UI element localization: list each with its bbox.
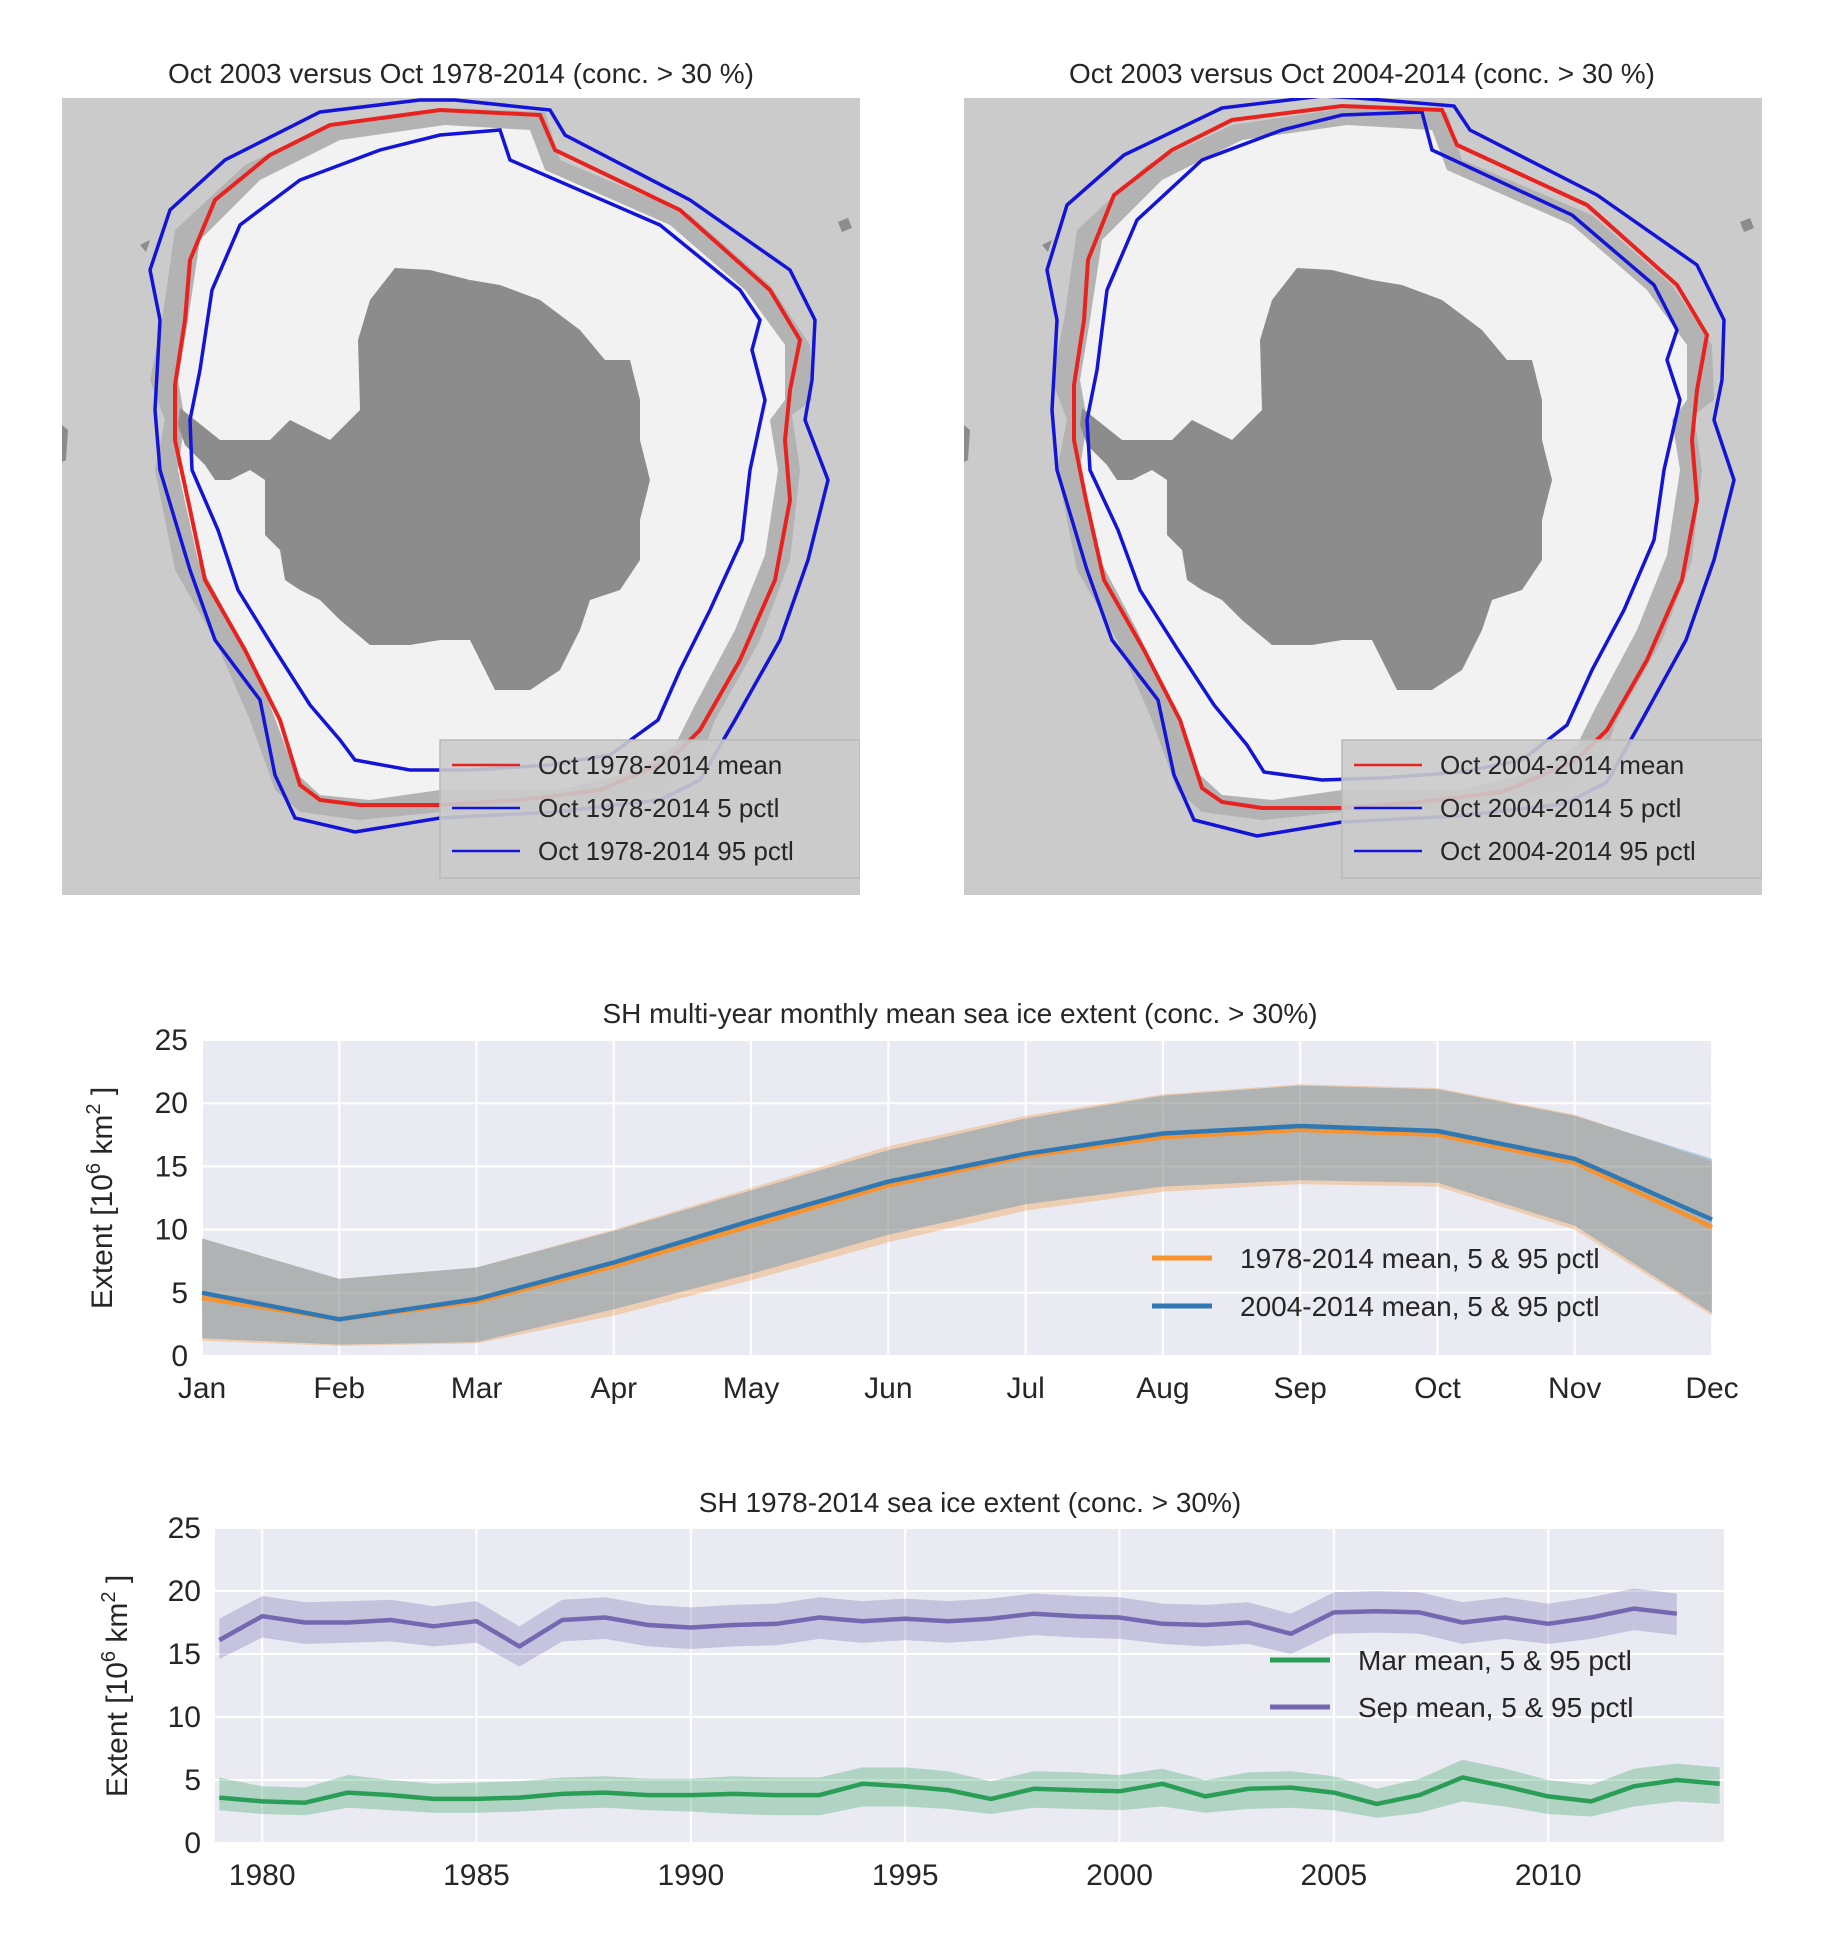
y-tick-labels: 0 5 10 15 20 25 [168,1512,201,1860]
x-tick-label: Jan [178,1372,226,1405]
legend-pctl5-label: Oct 2004-2014 5 pctl [1440,793,1681,823]
legend-label: Sep mean, 5 & 95 pctl [1358,1692,1634,1723]
map-panel-1978-2014: Oct 2003 versus Oct 1978-2014 (conc. > 3… [62,58,860,895]
chart-title: SH multi-year monthly mean sea ice exten… [602,998,1317,1029]
x-tick-label: Jun [864,1372,912,1405]
x-tick-label: Mar [451,1372,503,1405]
y-tick-label: 0 [184,1827,201,1860]
island-left [62,425,68,462]
plot-area [215,1528,1724,1843]
island-right [1740,218,1754,232]
map-title: Oct 2003 versus Oct 1978-2014 (conc. > 3… [168,58,754,89]
band-green [219,1759,1720,1818]
x-tick-label: 1995 [872,1859,939,1892]
x-tick-label: 2005 [1301,1859,1368,1892]
x-tick-label: 1980 [229,1859,296,1892]
antarctica-land [178,268,650,690]
y-tick-label: 5 [171,1277,188,1310]
x-tick-label: Dec [1685,1372,1738,1405]
x-tick-labels: Jan Feb Mar Apr May Jun Jul Aug Sep Oct Nov Dec [178,1372,1739,1405]
island-small [140,240,150,252]
y-tick-label: 10 [155,1214,188,1247]
percentile-bands [202,1084,1712,1346]
y-tick-label: 0 [171,1340,188,1373]
x-tick-label: Feb [313,1372,365,1405]
y-axis-label: Extent [106 km2 ] [98,1575,134,1797]
x-tick-label: Apr [590,1372,637,1405]
yearly-extent-chart: SH 1978-2014 sea ice extent (conc. > 30%… [98,1487,1724,1892]
y-tick-label: 15 [168,1638,201,1671]
x-tick-label: 1990 [657,1859,724,1892]
band-purple [219,1588,1677,1667]
x-tick-label: Aug [1136,1372,1189,1405]
legend: Mar mean, 5 & 95 pctl Sep mean, 5 & 95 pc… [1270,1645,1634,1723]
legend-pctl95-label: Oct 2004-2014 95 pctl [1440,836,1696,866]
legend-pctl5-label: Oct 1978-2014 5 pctl [538,793,779,823]
y-tick-label: 5 [184,1764,201,1797]
antarctica-land [1080,268,1552,690]
x-tick-label: Nov [1548,1372,1601,1405]
legend-mean-label: Oct 2004-2014 mean [1440,750,1684,780]
grid [215,1527,1724,1844]
mean-lines [201,1123,1713,1322]
legend-pctl95-label: Oct 1978-2014 95 pctl [538,836,794,866]
x-tick-label: Jul [1006,1372,1044,1405]
y-tick-label: 25 [168,1512,201,1545]
mean-lines [218,1606,1720,1807]
map-title: Oct 2003 versus Oct 2004-2014 (conc. > 3… [1069,58,1655,89]
grid [201,1039,1713,1357]
chart-title: SH 1978-2014 sea ice extent (conc. > 30%… [699,1487,1241,1518]
y-tick-label: 10 [168,1701,201,1734]
x-tick-labels: 1980 1985 1990 1995 2000 2005 2010 [229,1859,1582,1892]
x-tick-label: 2010 [1515,1859,1582,1892]
island-small [1042,240,1052,252]
x-tick-label: May [723,1372,780,1405]
y-tick-label: 15 [155,1150,188,1183]
y-axis-label: Extent [106 km2 ] [83,1087,119,1309]
x-tick-label: Oct [1414,1372,1461,1405]
legend-label: Mar mean, 5 & 95 pctl [1358,1645,1632,1676]
band-blue [202,1085,1712,1345]
y-tick-label: 25 [155,1024,188,1057]
map-legend: Oct 1978-2014 mean Oct 1978-2014 5 pctl … [439,739,860,879]
mean-line-purple [218,1606,1678,1649]
map-panel-2004-2014: Oct 2003 versus Oct 2004-2014 (conc. > 3… [964,58,1762,895]
x-tick-label: 1985 [443,1859,510,1892]
y-tick-label: 20 [168,1575,201,1608]
monthly-extent-chart: SH multi-year monthly mean sea ice exten… [83,998,1739,1405]
legend: 1978-2014 mean, 5 & 95 pctl 2004-2014 mea… [1152,1243,1600,1322]
legend-label: 1978-2014 mean, 5 & 95 pctl [1240,1243,1600,1274]
legend-label: 2004-2014 mean, 5 & 95 pctl [1240,1291,1600,1322]
island-right [838,218,852,232]
x-tick-label: 2000 [1086,1859,1153,1892]
island-left [964,425,970,462]
percentile-bands [219,1588,1720,1818]
map-legend: Oct 2004-2014 mean Oct 2004-2014 5 pctl … [1341,739,1762,879]
mean-line-green [219,1775,1720,1807]
band-orange [202,1084,1712,1346]
x-tick-label: Sep [1273,1372,1326,1405]
y-tick-labels: 0 5 10 15 20 25 [155,1024,188,1373]
y-tick-label: 20 [155,1087,188,1120]
mean-line-blue [201,1123,1713,1322]
legend-mean-label: Oct 1978-2014 mean [538,750,782,780]
